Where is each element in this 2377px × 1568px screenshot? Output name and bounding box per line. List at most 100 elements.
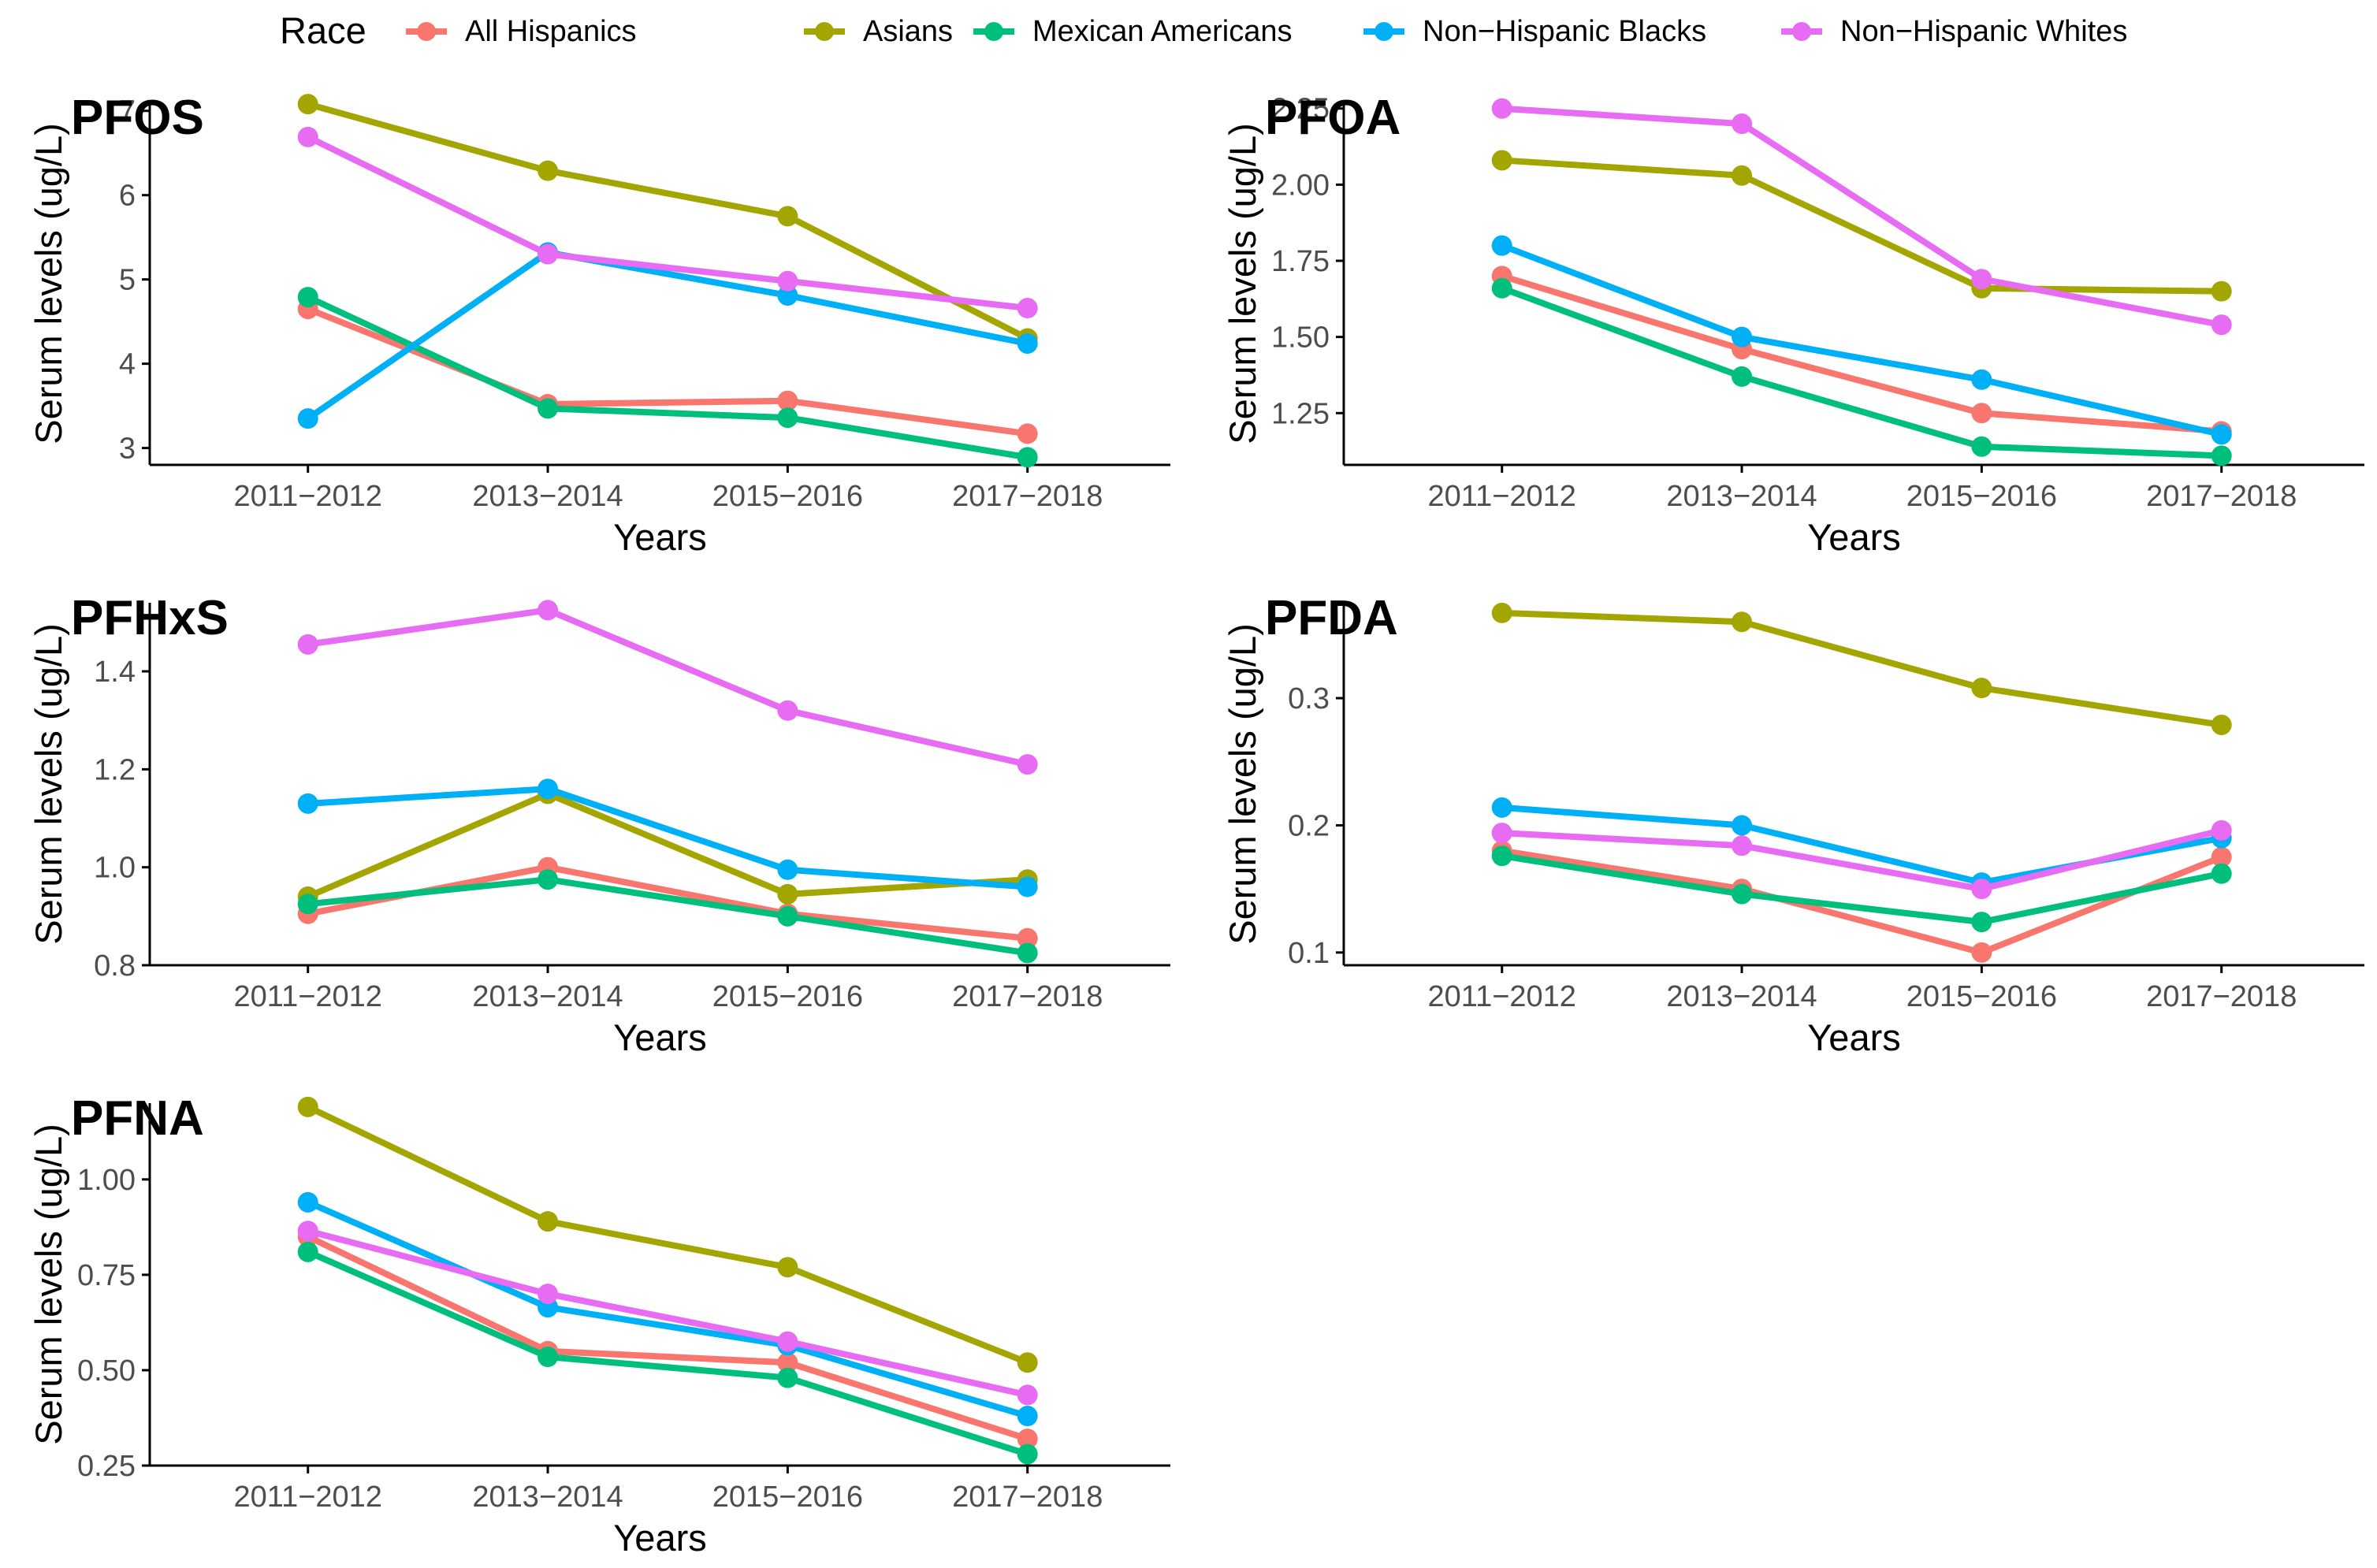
x-tick-label: 2017−2018: [952, 1481, 1103, 1514]
data-point: [1732, 366, 1753, 387]
y-tick-label: 1.4: [94, 656, 136, 689]
data-point: [1971, 403, 1992, 424]
data-point: [1491, 602, 1512, 623]
y-tick-label: 3: [119, 433, 136, 466]
series-line-asians: [1498, 609, 2225, 728]
data-point: [1971, 369, 1992, 390]
y-tick-label: 5: [119, 264, 136, 297]
data-point: [1971, 879, 1992, 900]
data-point: [297, 1241, 318, 1262]
data-point: [2211, 445, 2232, 466]
data-point: [297, 634, 318, 655]
series-asians: [1491, 150, 2232, 302]
panel-pfos: 3 4 5 6 7 2011−2012 2013−2014 2015−2016 2017−201…: [28, 91, 1170, 558]
series-line-all-hispanics: [1498, 273, 2225, 435]
series-non-hispanic-blacks: [297, 1191, 1038, 1427]
legend-key-non-hispanic-whites: Non−Hispanic Whites: [1781, 15, 2127, 48]
y-axis-title: Serum levels (ug/L): [1222, 123, 1263, 444]
data-point: [1491, 235, 1512, 256]
x-tick-label: 2015−2016: [1906, 980, 2057, 1013]
series-line-mexican-americans: [304, 876, 1031, 957]
data-point: [1017, 1429, 1038, 1450]
series-line-non-hispanic-whites: [304, 607, 1031, 768]
series-non-hispanic-whites: [1491, 819, 2232, 900]
data-point: [1491, 98, 1512, 119]
x-tick-label: 2017−2018: [952, 980, 1103, 1013]
data-point: [1491, 277, 1512, 299]
series-line-mexican-americans: [1498, 853, 2225, 926]
series-line-asians: [304, 1103, 1031, 1366]
series-line-non-hispanic-whites: [1498, 827, 2225, 893]
x-tick-label: 2013−2014: [472, 480, 623, 513]
x-tick-label: 2017−2018: [2146, 480, 2297, 513]
panel-pfoa: 1.25 1.50 1.75 2.00 2.25 2011−2012 2013−2014 20…: [1222, 91, 2364, 558]
y-tick-label: 6: [119, 180, 136, 213]
x-axis-title: Years: [1807, 516, 1900, 558]
data-point: [2211, 846, 2232, 868]
legend-point: [1374, 22, 1393, 41]
data-point: [1017, 333, 1038, 354]
series-line-all-hispanics: [304, 1233, 1031, 1443]
panel-title: PFHxS: [71, 591, 229, 645]
y-tick-label: 0.25: [77, 1450, 136, 1483]
data-point: [777, 1331, 798, 1352]
data-point: [1017, 1384, 1038, 1406]
series-line-mexican-americans: [1498, 284, 2225, 459]
panel-pfna: 0.25 0.50 0.75 1.00 2011−2012 2013−2014 2015−2…: [28, 1091, 1170, 1559]
series-mexican-americans: [297, 1241, 1038, 1465]
y-tick-label: 4: [119, 348, 136, 381]
data-point: [777, 1257, 798, 1278]
x-tick-label: 2015−2016: [712, 980, 863, 1013]
series-line-asians: [304, 101, 1031, 342]
data-point: [297, 1221, 318, 1242]
data-point: [777, 284, 798, 306]
legend-label-non-hispanic-whites: Non−Hispanic Whites: [1840, 15, 2127, 48]
series-line-all-hispanics: [304, 306, 1031, 437]
legend: Race All Hispanics Asians Mexican American…: [280, 9, 2127, 51]
series-line-mexican-americans: [304, 294, 1031, 461]
y-tick-label: 0.75: [77, 1259, 136, 1292]
data-point: [1732, 883, 1753, 905]
legend-key-asians: Asians: [804, 15, 953, 48]
y-tick-label: 1.50: [1271, 321, 1330, 355]
series-non-hispanic-whites: [297, 600, 1038, 775]
data-point: [1971, 269, 1992, 290]
series-line-non-hispanic-blacks: [1498, 242, 2225, 438]
data-point: [1971, 436, 1992, 457]
y-tick-label: 1.0: [94, 852, 136, 885]
legend-key-all-hispanics: All Hispanics: [406, 15, 637, 48]
x-axis-title: Years: [1807, 1016, 1900, 1058]
series-mexican-americans: [297, 869, 1038, 964]
data-point: [538, 778, 559, 800]
data-point: [297, 126, 318, 147]
legend-point: [417, 22, 436, 41]
data-point: [777, 859, 798, 880]
y-axis-title: Serum levels (ug/L): [28, 123, 69, 444]
series-non-hispanic-whites: [297, 126, 1038, 319]
data-point: [538, 1211, 559, 1232]
x-tick-label: 2015−2016: [712, 480, 863, 513]
y-tick-label: 1.00: [77, 1164, 136, 1197]
y-tick-label: 1.75: [1271, 245, 1330, 278]
x-axis-title: Years: [613, 1016, 706, 1058]
legend-title: Race: [280, 9, 366, 51]
data-point: [1732, 611, 1753, 633]
data-point: [777, 905, 798, 927]
y-axis-title: Serum levels (ug/L): [28, 623, 69, 945]
series-line-asians: [304, 790, 1031, 900]
data-point: [538, 243, 559, 265]
x-tick-label: 2015−2016: [1906, 480, 2057, 513]
panel-title: PFOS: [71, 91, 204, 145]
x-tick-label: 2011−2012: [233, 1481, 381, 1514]
legend-label-asians: Asians: [863, 15, 953, 48]
data-point: [1017, 298, 1038, 319]
legend-label-all-hispanics: All Hispanics: [465, 15, 637, 48]
series-line-non-hispanic-whites: [304, 1228, 1031, 1399]
data-point: [297, 793, 318, 814]
data-point: [538, 160, 559, 181]
data-point: [777, 883, 798, 905]
series-line-mexican-americans: [304, 1248, 1031, 1458]
x-tick-label: 2013−2014: [472, 980, 623, 1013]
x-axis-title: Years: [613, 1517, 706, 1559]
data-point: [1017, 1444, 1038, 1465]
